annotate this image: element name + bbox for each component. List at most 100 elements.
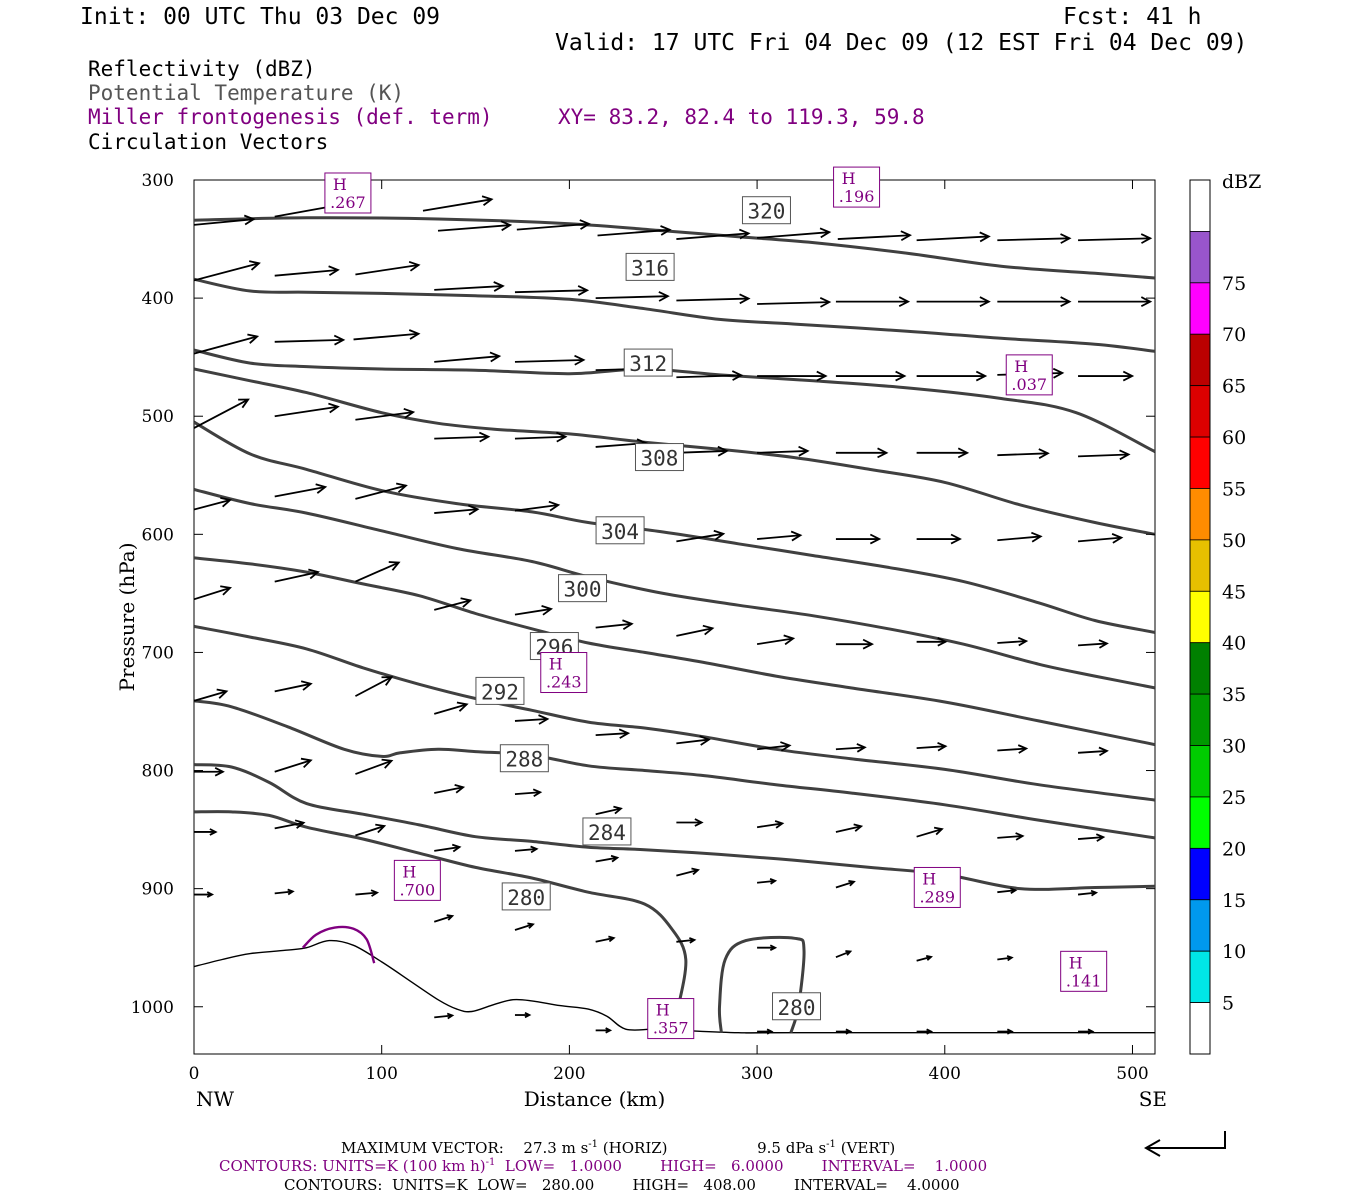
vector-shaft [916,956,932,962]
vector-head [238,398,250,409]
colorbar-level: 15 [1222,890,1246,912]
circulation-vector [916,954,933,962]
frontogenesis-max-label: H [333,175,347,194]
vector-head [660,225,672,236]
vector-shaft [756,637,794,646]
circulation-vector [676,867,700,877]
circulation-vector [514,714,550,725]
theta-label: 300 [558,574,608,603]
colorbar-level: 20 [1222,838,1246,860]
vector-head [333,334,346,346]
vector-head [869,533,882,545]
vector-shaft [835,880,855,889]
vector-head [328,265,340,277]
maxvec-vert-exp: -1 [826,1139,836,1150]
vector-head [610,854,620,863]
circulation-vector [997,832,1025,841]
vector-head [1140,233,1153,244]
frontogenesis-max-label: H [656,1001,670,1020]
vector-shaft [756,744,790,751]
vector-shaft [433,915,453,923]
y-axis-title: Pressure (hPa) [115,543,139,692]
circulation-vector [835,296,911,307]
theta-label: 304 [595,516,645,545]
vector-shaft [1077,642,1107,647]
circulation-vector [355,823,387,837]
vector-shaft [434,435,489,440]
vector-shaft [595,295,668,300]
vector-head [862,638,875,650]
legend-vectors: Circulation Vectors [88,130,329,154]
circulation-vector [514,500,561,512]
frontogenesis-max-box [393,859,441,901]
vector-head [500,220,513,232]
circulation-vector [355,889,380,897]
circulation-vector [997,744,1029,754]
circulation-vector [997,296,1072,307]
vector-shaft [434,846,460,852]
vector-head [845,950,853,956]
vector-shaft [1077,536,1122,543]
circulation-vector [514,922,535,931]
theta-label-text: 312 [629,352,667,376]
circulation-vector [514,604,554,616]
vector-shaft [997,237,1070,242]
vector-shaft [1078,453,1129,458]
vector-head [1095,833,1106,842]
vector-head [853,823,864,832]
circulation-vector [1077,889,1099,897]
vector-head [216,688,229,699]
colorbar-level: 5 [1222,993,1234,1015]
vector-head [605,1027,613,1034]
theta-label: 284 [582,817,632,846]
vector-head [524,1011,532,1019]
maxvec-horiz-exp: -1 [588,1139,599,1150]
circulation-vector [837,230,912,242]
vector-head [214,766,225,777]
vector-shaft [274,571,319,583]
colorbar-cell [1189,745,1211,798]
vector-head [294,819,306,829]
vector-head [798,445,810,457]
vector-head [243,214,256,226]
vector-shaft [274,405,339,418]
colorbar-level: 65 [1222,376,1246,398]
reference-vector-head [1143,1139,1161,1157]
vector-head [1052,367,1065,379]
theta-label: 280 [501,882,551,911]
vector-head [574,354,586,366]
contours-fronto-a: CONTOURS: UNITS=K (100 km h) [219,1157,486,1175]
circulation-vector [595,854,620,863]
circulation-vector [355,407,416,421]
vector-head [845,1028,853,1035]
circulation-vector [835,638,875,650]
y-tick-label: 800 [142,762,174,782]
colorbar-level: 45 [1222,581,1246,603]
vector-head [713,529,726,541]
vector-head [819,296,832,308]
contours-fronto-exp: -1 [485,1157,496,1168]
vector-shaft [997,535,1041,542]
vector-head [381,676,394,686]
vector-head [446,914,455,921]
vector-head [381,758,394,769]
frontogenesis-max-label: H [402,862,416,881]
circulation-vector [997,1028,1014,1035]
colorbar-cell [1189,1002,1211,1055]
vector-shaft [516,223,590,231]
vector-shaft [837,234,911,240]
circulation-vector [516,219,592,231]
vector-shaft [997,452,1048,457]
circulation-vector [835,823,864,833]
frontogenesis-max-box [913,866,961,908]
vector-head [308,568,320,580]
circulation-vector [676,624,715,637]
vector-shaft [434,508,478,514]
circulation-vector [757,1028,774,1035]
legend-xy: XY= 83.2, 82.4 to 119.3, 59.8 [558,105,925,129]
theta-label-box [741,196,791,225]
theta-label-box [634,443,684,472]
axes-layer: 300 400 500 600 700 800 900 1000 0 100 200 300 400 50… [115,171,1167,1111]
terrain-line [194,939,1155,1034]
x-axis-title: Distance (km) [524,1087,666,1111]
